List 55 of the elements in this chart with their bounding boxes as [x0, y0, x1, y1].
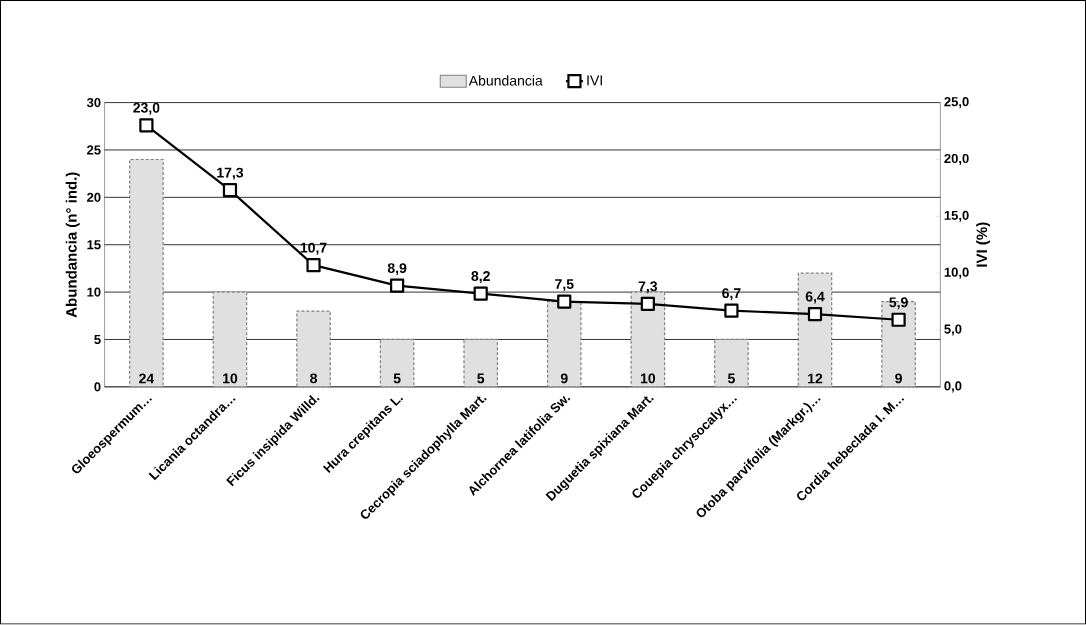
data-label: 5,9	[889, 297, 908, 310]
bar	[296, 310, 331, 388]
data-label: 8,2	[471, 271, 490, 284]
y2-axis-title: IVI (%)	[976, 222, 991, 267]
point	[473, 286, 488, 301]
data-label: 9	[560, 373, 568, 384]
data-label: 5	[477, 373, 485, 384]
y-tick-label: 5	[94, 335, 101, 345]
point	[390, 278, 405, 293]
bar	[129, 159, 164, 388]
data-label: 5	[727, 373, 735, 384]
data-label: 12	[808, 373, 823, 384]
bar	[463, 339, 499, 388]
point	[724, 303, 739, 318]
data-label: 7,3	[638, 281, 658, 294]
data-label: 8,9	[387, 263, 407, 276]
data-label: 7,5	[555, 279, 574, 292]
y2-tick-label: 15,0	[944, 210, 969, 223]
point	[139, 118, 154, 133]
data-label: 8	[310, 373, 318, 384]
bar	[546, 301, 582, 388]
legend-label: IVI	[587, 75, 602, 86]
y-tick-label: 0	[94, 382, 101, 392]
bar	[714, 339, 749, 388]
y-tick-label: 30	[86, 98, 101, 108]
point	[557, 294, 572, 309]
point	[807, 307, 823, 322]
legend-label: Abundancia	[468, 75, 543, 86]
data-label: 10	[223, 373, 238, 384]
data-label: 6,7	[722, 288, 741, 301]
data-label: 9	[895, 373, 902, 384]
y-axis-title: Abundancia (n° ind.)	[65, 172, 80, 318]
y2-tick-label: 10,0	[944, 267, 969, 279]
point	[306, 258, 321, 273]
data-label: 10,7	[300, 242, 327, 255]
data-label: 23,0	[133, 103, 160, 115]
bar	[797, 272, 833, 388]
data-label: 10	[640, 373, 656, 384]
point	[640, 296, 655, 312]
bar	[379, 339, 415, 388]
y2-tick-label: 5,0	[944, 324, 962, 336]
point	[222, 183, 238, 198]
y-tick-label: 25	[87, 145, 101, 155]
data-label: 5	[393, 373, 401, 384]
y2-tick-label: 20,0	[944, 154, 969, 166]
point	[891, 312, 906, 328]
y-tick-label: 20	[87, 192, 101, 203]
y2-tick-label: 0,0	[944, 381, 962, 393]
y2-tick-label: 25,0	[944, 97, 969, 109]
data-label: 6,4	[805, 291, 825, 304]
y-tick-label: 10	[87, 287, 101, 297]
data-label: 17,3	[217, 167, 244, 180]
y-tick-label: 15	[87, 240, 101, 250]
bar	[212, 291, 248, 388]
data-label: 24	[139, 373, 155, 384]
